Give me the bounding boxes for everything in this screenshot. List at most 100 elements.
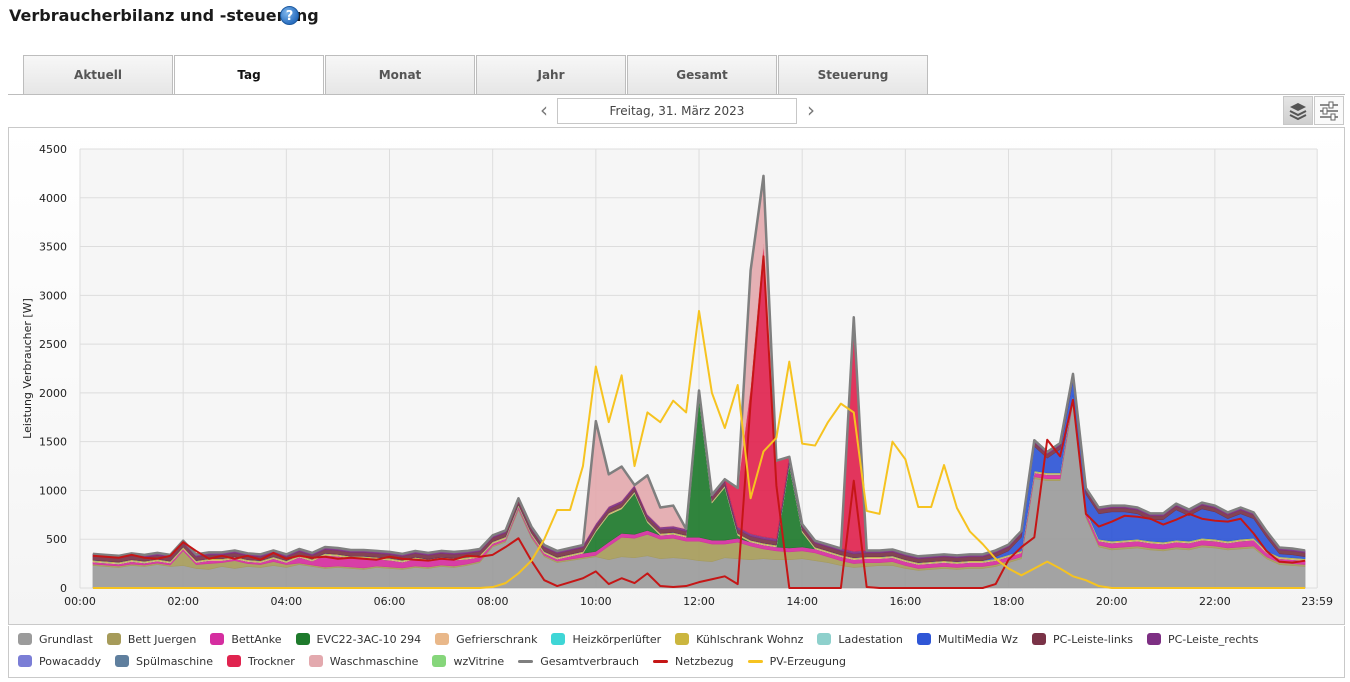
- line-pv-erzeugung: [92, 309, 1306, 589]
- legend-item[interactable]: PC-Leiste-links: [1031, 628, 1133, 650]
- legend-swatch: [916, 633, 931, 645]
- layers-icon: [1289, 102, 1307, 120]
- legend-label: Spülmaschine: [135, 654, 213, 668]
- x-tick-label: 18:00: [993, 595, 1025, 608]
- x-tick-label: 20:00: [1096, 595, 1128, 608]
- tab-monat[interactable]: Monat: [325, 55, 475, 94]
- legend-swatch: [432, 655, 447, 667]
- legend-label: MultiMedia Wz: [937, 632, 1018, 646]
- tab-bar: Aktuell Tag Monat Jahr Gesamt Steuerung: [23, 55, 929, 95]
- sliders-icon: [1320, 101, 1338, 120]
- legend-label: Bett Juergen: [127, 632, 197, 646]
- legend-swatch: [1146, 633, 1161, 645]
- x-tick-label: 23:59: [1301, 595, 1333, 608]
- legend-item[interactable]: Gefrierschrank: [435, 628, 537, 650]
- legend-item[interactable]: Kühlschrank Wohnz: [675, 628, 803, 650]
- tab-divider: [8, 94, 1345, 95]
- x-tick-label: 00:00: [64, 595, 96, 608]
- legend-label: Netzbezug: [675, 654, 734, 668]
- legend-swatch: [308, 655, 323, 667]
- legend-swatch: [210, 633, 225, 645]
- tab-aktuell[interactable]: Aktuell: [23, 55, 173, 94]
- legend-item[interactable]: Bett Juergen: [106, 628, 197, 650]
- x-tick-label: 12:00: [683, 595, 715, 608]
- chart-panel: 0 500 1000 1500 2000 2500 3000 3500 4000 4500 00:0…: [8, 127, 1345, 625]
- tab-steuerung[interactable]: Steuerung: [778, 55, 928, 94]
- legend-swatch: [747, 659, 763, 663]
- legend-item[interactable]: Powacaddy: [18, 650, 101, 672]
- legend-label: PV-Erzeugung: [769, 654, 846, 668]
- x-tick-label: 14:00: [786, 595, 818, 608]
- help-icon[interactable]: ?: [280, 6, 299, 25]
- tab-gesamt[interactable]: Gesamt: [627, 55, 777, 94]
- legend-swatch: [653, 659, 669, 663]
- legend-label: BettAnke: [231, 632, 282, 646]
- legend-swatch: [114, 655, 129, 667]
- legend-item[interactable]: Trockner: [226, 650, 295, 672]
- legend-swatch: [18, 655, 32, 667]
- legend-item[interactable]: Ladestation: [817, 628, 903, 650]
- y-tick-label: 3000: [39, 289, 67, 302]
- legend-label: Kühlschrank Wohnz: [696, 632, 804, 646]
- legend-label: Gesamtverbrauch: [540, 654, 640, 668]
- legend-label: Grundlast: [39, 632, 93, 646]
- tab-tag[interactable]: Tag: [174, 55, 324, 95]
- y-tick-label: 4000: [39, 192, 67, 205]
- x-tick-label: 16:00: [890, 595, 922, 608]
- next-day-button[interactable]: ›: [807, 98, 815, 122]
- legend-item[interactable]: Grundlast: [18, 628, 93, 650]
- legend-item[interactable]: Spülmaschine: [114, 650, 213, 672]
- legend-item[interactable]: PV-Erzeugung: [747, 650, 846, 672]
- x-tick-label: 22:00: [1199, 595, 1231, 608]
- legend-label: Waschmaschine: [329, 654, 419, 668]
- legend-swatch: [518, 659, 534, 663]
- legend-swatch: [675, 633, 690, 645]
- legend-label: Powacaddy: [39, 654, 101, 668]
- legend-item[interactable]: Netzbezug: [653, 650, 734, 672]
- y-tick-label: 500: [46, 533, 67, 546]
- legend-swatch: [106, 633, 121, 645]
- legend-label: Ladestation: [838, 632, 903, 646]
- legend-swatch: [1031, 633, 1046, 645]
- legend-item[interactable]: Gesamtverbrauch: [518, 650, 639, 672]
- legend-label: PC-Leiste_rechts: [1167, 632, 1259, 646]
- legend-label: wzVitrine: [453, 654, 505, 668]
- chart-legend: Grundlast Bett Juergen BettAnke EVC22-3AC-1…: [8, 626, 1345, 678]
- legend-swatch: [226, 655, 241, 667]
- x-tick-label: 04:00: [270, 595, 302, 608]
- legend-item[interactable]: BettAnke: [210, 628, 282, 650]
- y-tick-label: 3500: [39, 241, 67, 254]
- line-netzbezug: [92, 255, 1306, 589]
- x-tick-label: 06:00: [374, 595, 406, 608]
- legend-label: Gefrierschrank: [456, 632, 538, 646]
- stacked-view-button[interactable]: [1283, 96, 1313, 125]
- legend-item[interactable]: wzVitrine: [432, 650, 504, 672]
- y-axis-title: Leistung Verbraucher [W]: [21, 298, 34, 439]
- legend-label: Trockner: [247, 654, 295, 668]
- legend-item[interactable]: Heizkörperlüfter: [551, 628, 661, 650]
- legend-swatch: [18, 633, 32, 645]
- y-tick-label: 1500: [39, 436, 67, 449]
- legend-swatch: [295, 633, 310, 645]
- legend-swatch: [435, 633, 450, 645]
- legend-label: Heizkörperlüfter: [572, 632, 662, 646]
- y-tick-label: 1000: [39, 484, 67, 497]
- legend-label: EVC22-3AC-10 294: [316, 632, 422, 646]
- legend-swatch: [551, 633, 566, 645]
- legend-item[interactable]: Waschmaschine: [308, 650, 419, 672]
- date-selector[interactable]: Freitag, 31. März 2023: [557, 98, 797, 124]
- y-tick-label: 2000: [39, 387, 67, 400]
- y-tick-label: 2500: [39, 338, 67, 351]
- consumer-filter-button[interactable]: [1314, 96, 1344, 125]
- legend-item[interactable]: MultiMedia Wz: [916, 628, 1018, 650]
- x-tick-label: 08:00: [477, 595, 509, 608]
- line-gesamtverbrauch: [92, 174, 1306, 558]
- previous-day-button[interactable]: ‹: [540, 98, 548, 122]
- y-tick-label: 0: [60, 582, 67, 595]
- legend-item[interactable]: PC-Leiste_rechts: [1146, 628, 1259, 650]
- legend-item[interactable]: EVC22-3AC-10 294: [295, 628, 422, 650]
- tab-jahr[interactable]: Jahr: [476, 55, 626, 94]
- x-tick-label: 10:00: [580, 595, 612, 608]
- x-tick-label: 02:00: [167, 595, 199, 608]
- page-title: Verbraucherbilanz und -steuerung: [9, 6, 319, 25]
